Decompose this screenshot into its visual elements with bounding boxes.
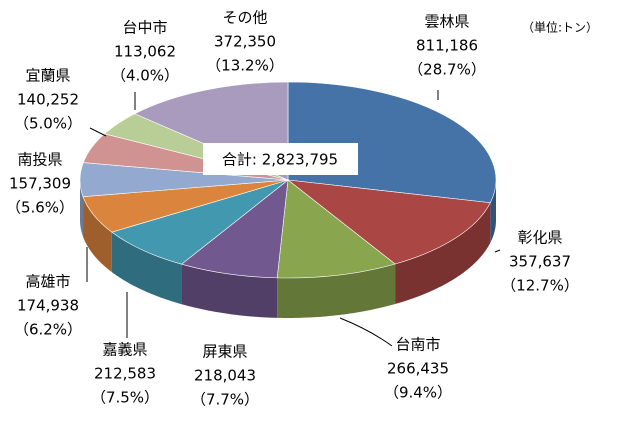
slice-side xyxy=(80,180,84,237)
percent-label: （5.6%） xyxy=(6,199,74,217)
leader-line xyxy=(89,127,107,137)
value-label: 372,350 xyxy=(214,33,276,51)
category-label: その他 xyxy=(222,9,267,27)
value-label: 174,938 xyxy=(17,297,79,315)
category-label: 高雄市 xyxy=(25,273,70,291)
percent-label: （28.7%） xyxy=(408,61,486,79)
value-label: 140,252 xyxy=(17,91,79,109)
value-label: 266,435 xyxy=(387,360,449,378)
category-label: 宜蘭県 xyxy=(25,67,70,85)
percent-label: （5.0%） xyxy=(14,115,82,133)
percent-label: （4.0%） xyxy=(111,67,179,85)
category-label: 彰化県 xyxy=(517,229,562,247)
total-label: 合計: 2,823,795 xyxy=(222,151,338,169)
pie-tops xyxy=(79,81,497,279)
slice-side xyxy=(181,264,278,318)
leader-line xyxy=(494,249,501,253)
leader-line xyxy=(339,317,393,347)
value-label: 113,062 xyxy=(114,43,176,61)
percent-label: （13.2%） xyxy=(206,57,284,75)
slice xyxy=(286,179,491,265)
value-label: 157,309 xyxy=(9,175,71,193)
category-label: 雲林県 xyxy=(424,13,469,31)
percent-label: （7.5%） xyxy=(91,389,159,407)
percent-label: （9.4%） xyxy=(384,384,452,402)
value-label: 212,583 xyxy=(94,365,156,383)
slice xyxy=(111,179,289,265)
percent-label: （6.2%） xyxy=(14,321,82,339)
value-label: 357,637 xyxy=(509,253,571,271)
category-label: 台南市 xyxy=(395,336,440,354)
percent-label: （7.7%） xyxy=(191,391,259,409)
slice xyxy=(180,179,289,279)
unit-note: （単位:トン） xyxy=(522,20,598,35)
total-box xyxy=(203,143,358,175)
value-label: 218,043 xyxy=(194,367,256,385)
slice-side xyxy=(111,232,182,305)
slice-side xyxy=(277,264,396,318)
value-label: 811,186 xyxy=(416,37,478,55)
category-label: 台中市 xyxy=(122,19,167,37)
slice-side xyxy=(83,196,112,273)
percent-label: （12.7%） xyxy=(501,277,579,295)
slice-side xyxy=(395,202,491,305)
slice-side xyxy=(490,180,496,243)
labels: 雲林県 811,186 （28.7%） 彰化県 357,637 （12.7%） 台南市 266… xyxy=(6,9,579,409)
category-label: 嘉義県 xyxy=(102,341,147,359)
pie-sides xyxy=(80,180,496,318)
slice xyxy=(276,179,396,279)
category-label: 南投県 xyxy=(17,151,62,169)
category-label: 屏東県 xyxy=(202,343,247,361)
